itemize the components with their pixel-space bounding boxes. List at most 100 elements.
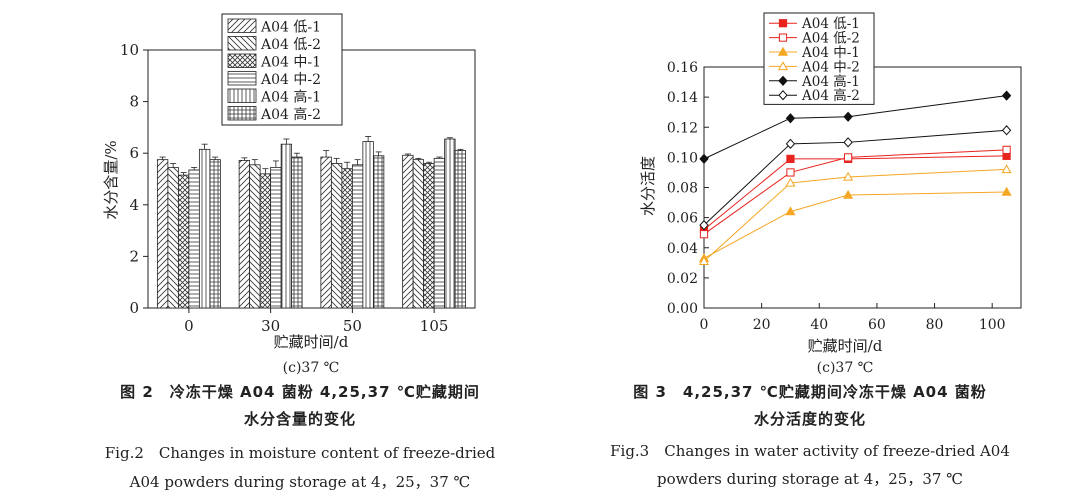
- bar: [280, 143, 293, 309]
- series-line: [703, 149, 1007, 235]
- bar: [330, 163, 343, 309]
- bar-legend-label: A04 高-2: [260, 106, 321, 123]
- bar-legend-swatch: [227, 71, 257, 86]
- line-chart-axes: 0.00 0.02 0.04 0.06 0.08 0.10 0.12 0.14 0.16 0 20 4…: [667, 60, 1022, 333]
- fig3-title-en-line2: powders during storage at 4，25，37 ℃: [657, 470, 963, 488]
- line-legend-label: A04 高-1: [801, 73, 860, 90]
- series-line: [703, 155, 1007, 231]
- bar-legend-swatch: [227, 36, 257, 51]
- bar-legend-swatch: [227, 53, 257, 68]
- line-y-tick-label: 0.08: [667, 181, 698, 197]
- line-legend-label: A04 低-1: [801, 16, 860, 32]
- fig2-title-en-line1: Fig.2 Changes in moisture content of fre…: [104, 444, 496, 462]
- data-point: [699, 230, 709, 239]
- bar-legend-swatch: [227, 18, 257, 33]
- data-point: [785, 113, 796, 124]
- line-chart-subcaption: (c)37 ℃: [817, 360, 874, 376]
- bar: [238, 160, 251, 309]
- data-point: [786, 154, 795, 163]
- series-line: [703, 191, 1007, 259]
- line-legend-label: A04 高-2: [801, 87, 860, 104]
- bar-chart-subcaption: (c)37 ℃: [283, 360, 340, 376]
- data-point: [1001, 186, 1012, 196]
- data-point: [699, 220, 709, 231]
- data-point: [843, 111, 853, 122]
- line-y-tick-label: 0.10: [667, 150, 698, 166]
- series-line: [703, 95, 1007, 160]
- bar-legend-label: A04 低-2: [260, 37, 321, 53]
- line-legend-marker: [777, 46, 789, 56]
- bar-legend-label: A04 低-1: [260, 20, 321, 36]
- bar-chart-bars: [156, 136, 467, 309]
- bar: [402, 154, 414, 309]
- fig3-title-cn-line2: 水分活度的变化: [753, 410, 866, 428]
- bar: [291, 156, 303, 309]
- fig2-title-cn-line1: 图 2 冷冻干燥 A04 菌粉 4,25,37 ℃贮藏期间: [120, 383, 480, 401]
- data-point: [785, 138, 796, 149]
- fig3-title-en-line1: Fig.3 Changes in water activity of freez…: [610, 442, 1010, 460]
- line-y-tick-label: 0.16: [667, 60, 698, 76]
- line-y-tick-label: 0.12: [667, 120, 698, 136]
- bar-x-tick-label: 50: [343, 317, 362, 335]
- bar: [249, 164, 261, 309]
- fig3-title-cn-line1: 图 3 4,25,37 ℃贮藏期间冷冻干燥 A04 菌粉: [633, 383, 987, 401]
- bar: [362, 141, 374, 309]
- fig2-title-en-line2: A04 powders during storage at 4，25，37 ℃: [129, 473, 471, 491]
- line-chart-series: [698, 90, 1012, 266]
- line-y-tick-label: 0.14: [667, 90, 698, 106]
- line-legend-marker: [778, 33, 788, 42]
- line-legend-marker: [778, 19, 788, 28]
- data-point: [1001, 164, 1012, 174]
- line-legend-marker: [777, 61, 789, 71]
- bar-y-tick-label: 4: [129, 196, 139, 214]
- bar: [259, 173, 272, 309]
- line-legend-label: A04 中-1: [801, 45, 860, 61]
- bar-x-tick-label: 0: [184, 317, 194, 335]
- bar-x-tick-label: 30: [261, 317, 280, 335]
- bar: [372, 155, 385, 309]
- line-x-tick-label: 60: [868, 317, 886, 333]
- line-legend-marker: [778, 75, 788, 86]
- bar-legend-swatch: [227, 106, 257, 121]
- bar-legend-label: A04 高-1: [260, 89, 321, 106]
- bar: [209, 159, 221, 309]
- line-legend-box: [763, 12, 875, 105]
- line-y-tick-label: 0.02: [667, 271, 698, 287]
- bar: [198, 148, 211, 309]
- line-chart-ylabel: 水分活度: [639, 156, 657, 216]
- line-legend-marker: [778, 90, 788, 101]
- bar-x-tick-label: 105: [420, 317, 449, 335]
- data-point: [843, 189, 854, 199]
- line-chart-xlabel: 贮藏时间/d: [808, 337, 883, 355]
- bar: [351, 164, 364, 309]
- line-y-tick-label: 0.06: [667, 211, 698, 227]
- data-point: [699, 153, 709, 165]
- line-x-tick-label: 20: [753, 317, 771, 333]
- bar-y-tick-label: 6: [129, 144, 139, 162]
- data-point: [843, 137, 853, 148]
- bar-legend-swatch: [227, 88, 257, 103]
- bar: [270, 166, 282, 309]
- data-point: [785, 206, 796, 216]
- bar: [167, 166, 179, 309]
- water-activity-line-chart: 0.00 0.02 0.04 0.06 0.08 0.10 0.12 0.14 0.16 0 20 4…: [639, 12, 1022, 376]
- bar-chart-axes: 0 2 4 6 8 10 0 30 50 105: [120, 41, 476, 335]
- data-point: [786, 168, 795, 177]
- bar: [423, 163, 435, 309]
- line-y-tick-label: 0.04: [667, 241, 698, 257]
- bar: [341, 168, 353, 309]
- line-x-tick-label: 80: [926, 317, 944, 333]
- line-legend-label: A04 中-2: [801, 59, 860, 75]
- line-y-tick-label: 0.00: [667, 301, 698, 317]
- series-line: [703, 129, 1007, 226]
- line-x-tick-label: 40: [810, 317, 828, 333]
- fig2-title-cn-line2: 水分含量的变化: [243, 410, 356, 428]
- bar: [177, 174, 190, 309]
- data-point: [1002, 145, 1011, 154]
- bar-chart-ylabel: 水分含量/%: [102, 140, 120, 219]
- bar: [188, 169, 200, 309]
- data-point: [698, 256, 710, 266]
